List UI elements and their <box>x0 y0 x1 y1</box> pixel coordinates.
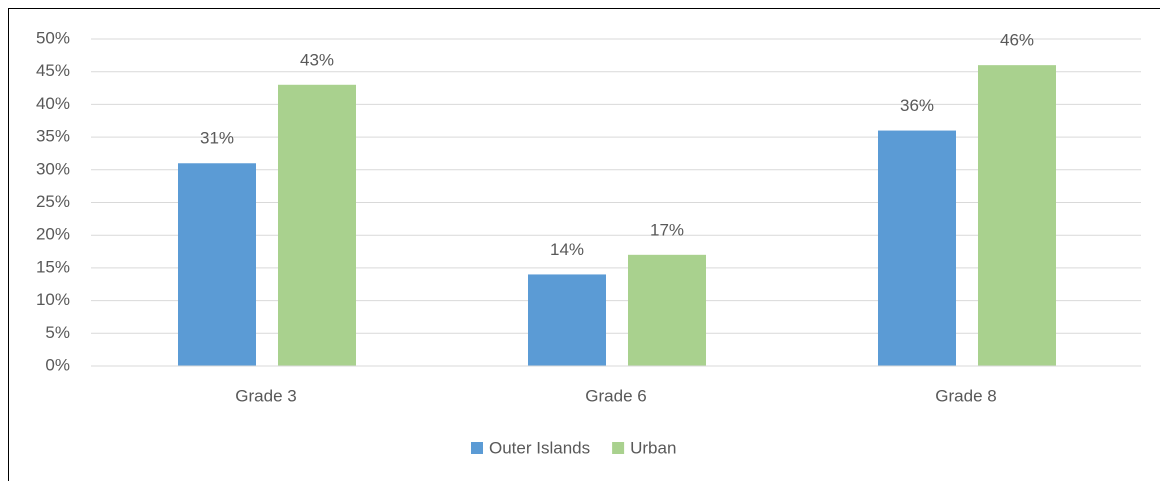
y-tick-label: 20% <box>36 225 70 244</box>
data-label: 43% <box>300 50 334 69</box>
data-label: 17% <box>650 220 684 239</box>
bar <box>628 254 706 366</box>
y-tick-label: 40% <box>36 94 70 113</box>
bar <box>528 274 606 366</box>
y-tick-label: 45% <box>36 61 70 80</box>
y-tick-label: 5% <box>45 323 70 342</box>
bar <box>878 130 956 366</box>
data-label: 14% <box>550 240 584 259</box>
data-label: 36% <box>900 96 934 115</box>
y-tick-label: 15% <box>36 257 70 276</box>
legend-label: Urban <box>630 438 676 457</box>
y-tick-label: 35% <box>36 127 70 146</box>
y-tick-label: 10% <box>36 290 70 309</box>
legend-label: Outer Islands <box>489 438 590 457</box>
data-label: 46% <box>1000 31 1034 50</box>
x-tick-label: Grade 3 <box>235 386 296 405</box>
bar <box>278 84 356 366</box>
x-tick-label: Grade 6 <box>585 386 646 405</box>
x-tick-label: Grade 8 <box>935 386 996 405</box>
legend-swatch <box>471 442 483 454</box>
legend-swatch <box>612 442 625 454</box>
bar <box>978 65 1056 366</box>
data-label: 31% <box>200 129 234 148</box>
y-tick-label: 25% <box>36 192 70 211</box>
y-tick-label: 50% <box>36 28 70 47</box>
y-tick-label: 30% <box>36 159 70 178</box>
y-tick-label: 0% <box>45 355 70 374</box>
chart-border <box>8 8 1160 481</box>
bar <box>178 163 256 366</box>
